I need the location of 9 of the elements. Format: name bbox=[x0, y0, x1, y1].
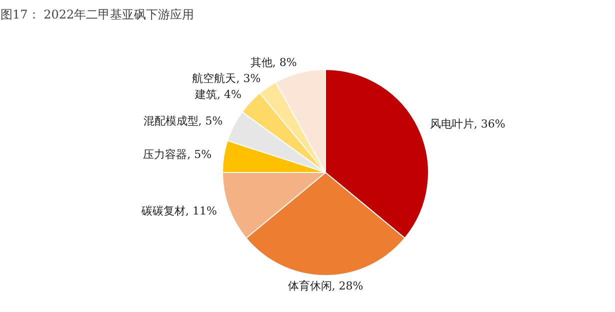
slice-label: 压力容器, 5% bbox=[143, 148, 212, 162]
chart-title: 图17： 2022年二甲基亚砜下游应用 bbox=[0, 8, 194, 22]
slice-label: 碳碳复材, 11% bbox=[140, 204, 217, 218]
slice-label: 体育休闲, 28% bbox=[288, 280, 364, 293]
slice-label: 风电叶片, 36% bbox=[430, 118, 506, 131]
slice-label: 混配模成型, 5% bbox=[143, 114, 223, 128]
slice-label: 航空航天, 3% bbox=[192, 72, 261, 85]
slice-label: 其他, 8% bbox=[250, 56, 297, 69]
slice-label: 建筑, 4% bbox=[194, 88, 242, 102]
